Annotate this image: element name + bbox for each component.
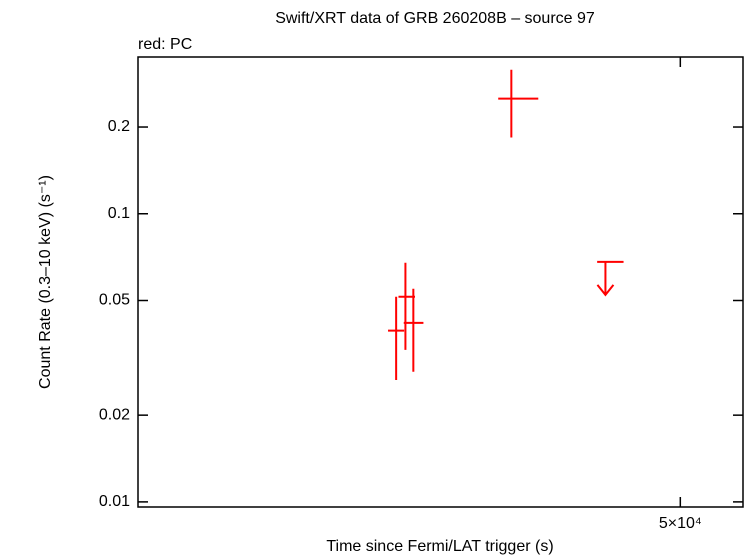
y-tick-label: 0.2 — [108, 118, 130, 135]
y-tick-label: 0.01 — [99, 493, 130, 510]
y-tick-label: 0.05 — [99, 292, 130, 309]
y-tick-label: 0.1 — [108, 205, 130, 222]
subtitle: red: PC — [138, 36, 192, 53]
y-axis-label: Count Rate (0.3–10 keV) (s⁻¹) — [37, 175, 54, 389]
upper-limit-arrow — [596, 261, 615, 297]
y-tick-label: 0.02 — [99, 406, 130, 423]
x-axis-label: Time since Fermi/LAT trigger (s) — [326, 538, 553, 555]
x-tick-label: 5×10⁴ — [659, 515, 702, 532]
chart-title: Swift/XRT data of GRB 260208B – source 9… — [275, 10, 595, 27]
plot-frame — [137, 56, 744, 508]
